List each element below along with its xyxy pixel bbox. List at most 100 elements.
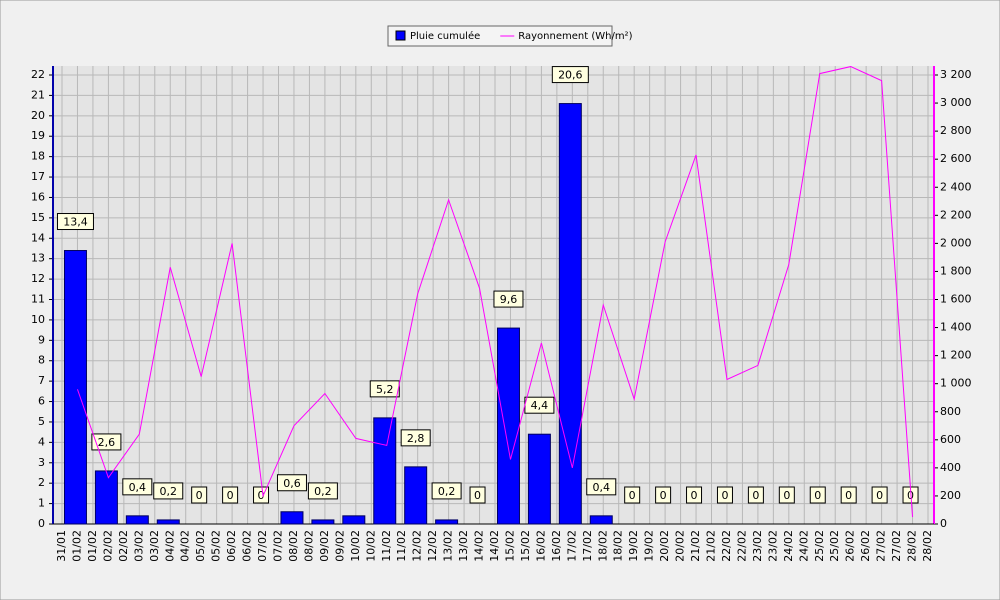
data-label: 0 bbox=[716, 486, 733, 504]
data-label: 0 bbox=[222, 486, 239, 504]
data-label: 0 bbox=[655, 486, 672, 504]
y-tick-label: 18 bbox=[31, 150, 45, 163]
data-label-text: 20,6 bbox=[558, 69, 583, 82]
x-tick-label: 23/02 bbox=[751, 530, 764, 562]
data-label-box bbox=[276, 474, 307, 492]
legend-label: Rayonnement (Wh/m²) bbox=[518, 31, 632, 42]
x-tick-label: 08/02 bbox=[302, 530, 315, 562]
bar bbox=[373, 417, 397, 525]
bar bbox=[496, 327, 520, 525]
data-label: 0 bbox=[809, 486, 826, 504]
x-tick-label: 17/02 bbox=[565, 530, 578, 562]
data-label: 0 bbox=[624, 486, 641, 504]
y-tick-label: 13 bbox=[31, 252, 45, 265]
data-label: 0,2 bbox=[153, 482, 184, 500]
x-tick-label: 01/02 bbox=[86, 530, 99, 562]
x-tick-label: 10/02 bbox=[349, 530, 362, 562]
y-tick-label: 14 bbox=[31, 231, 45, 244]
x-tick-label: 26/02 bbox=[844, 530, 857, 562]
y-tick-label: 15 bbox=[31, 211, 45, 224]
x-tick-label: 02/02 bbox=[117, 530, 130, 562]
data-label-text: 0 bbox=[845, 489, 852, 502]
x-tick-label: 06/02 bbox=[241, 530, 254, 562]
x-tick-label: 01/02 bbox=[70, 530, 83, 562]
x-tick-label: 11/02 bbox=[380, 530, 393, 562]
data-label-box bbox=[747, 486, 764, 504]
data-label-text: 0,6 bbox=[283, 477, 301, 490]
data-label-box bbox=[400, 429, 431, 447]
x-tick-label: 14/02 bbox=[488, 530, 501, 562]
x-tick-label: 19/02 bbox=[643, 530, 656, 562]
data-label-text: 4,4 bbox=[531, 399, 549, 412]
data-label: 0 bbox=[871, 486, 888, 504]
legend-swatch bbox=[395, 30, 406, 41]
x-tick-label: 28/02 bbox=[906, 530, 919, 562]
bar bbox=[435, 519, 459, 525]
data-label-box bbox=[840, 486, 857, 504]
x-tick-label: 21/02 bbox=[689, 530, 702, 562]
x-tick-label: 05/02 bbox=[194, 530, 207, 562]
data-label-box bbox=[307, 482, 338, 500]
x-tick-label: 24/02 bbox=[797, 530, 810, 562]
data-label-box bbox=[153, 482, 184, 500]
data-label: 0 bbox=[778, 486, 795, 504]
y2-tick-label: 1 400 bbox=[940, 321, 972, 334]
y2-tick-label: 200 bbox=[940, 489, 961, 502]
data-label-text: 5,2 bbox=[376, 383, 394, 396]
x-tick-label: 06/02 bbox=[225, 530, 238, 562]
x-tick-label: 05/02 bbox=[210, 530, 223, 562]
x-tick-label: 26/02 bbox=[859, 530, 872, 562]
data-label-text: 0 bbox=[227, 489, 234, 502]
data-label-box bbox=[624, 486, 641, 504]
data-label-text: 0,2 bbox=[438, 485, 456, 498]
x-tick-label: 15/02 bbox=[503, 530, 516, 562]
x-tick-label: 13/02 bbox=[442, 530, 455, 562]
x-tick-label: 02/02 bbox=[101, 530, 114, 562]
y2-tick-label: 0 bbox=[940, 517, 947, 530]
y2-tick-label: 3 200 bbox=[940, 68, 972, 81]
data-label: 0 bbox=[840, 486, 857, 504]
y2-tick-label: 400 bbox=[940, 461, 961, 474]
y-tick-label: 3 bbox=[38, 456, 45, 469]
data-label-text: 2,8 bbox=[407, 432, 425, 445]
bar bbox=[280, 511, 304, 525]
bar bbox=[94, 470, 118, 525]
data-label-text: 2,6 bbox=[98, 436, 116, 449]
data-label-text: 0 bbox=[258, 489, 265, 502]
bar bbox=[527, 433, 551, 525]
x-tick-label: 16/02 bbox=[550, 530, 563, 562]
x-tick-label: 11/02 bbox=[395, 530, 408, 562]
y-tick-label: 8 bbox=[38, 354, 45, 367]
data-label-text: 0 bbox=[783, 489, 790, 502]
y2-tick-label: 1 600 bbox=[940, 293, 972, 306]
bar bbox=[404, 466, 428, 525]
legend-box bbox=[387, 25, 613, 47]
line bbox=[76, 66, 914, 518]
bar bbox=[125, 515, 149, 525]
data-label: 5,2 bbox=[369, 380, 400, 398]
data-label: 9,6 bbox=[493, 290, 524, 308]
data-label-text: 0 bbox=[629, 489, 636, 502]
data-label-box bbox=[871, 486, 888, 504]
data-label: 2,6 bbox=[91, 433, 122, 451]
y-tick-label: 4 bbox=[38, 435, 45, 448]
x-tick-label: 04/02 bbox=[163, 530, 176, 562]
x-tick-label: 07/02 bbox=[256, 530, 269, 562]
data-label: 0,4 bbox=[586, 478, 617, 496]
x-tick-label: 15/02 bbox=[519, 530, 532, 562]
data-label-text: 0 bbox=[814, 489, 821, 502]
x-tick-label: 17/02 bbox=[581, 530, 594, 562]
y2-tick-label: 800 bbox=[940, 405, 961, 418]
x-tick-label: 13/02 bbox=[457, 530, 470, 562]
data-label: 13,4 bbox=[56, 213, 94, 231]
data-label: 4,4 bbox=[524, 396, 555, 414]
x-tick-label: 09/02 bbox=[333, 530, 346, 562]
data-label-box bbox=[655, 486, 672, 504]
x-tick-label: 12/02 bbox=[426, 530, 439, 562]
data-label-box bbox=[716, 486, 733, 504]
x-tick-label: 25/02 bbox=[828, 530, 841, 562]
legend-label: Pluie cumulée bbox=[410, 30, 480, 42]
data-label-text: 0,2 bbox=[314, 485, 332, 498]
y2-tick-label: 3 000 bbox=[940, 96, 972, 109]
data-label-box bbox=[809, 486, 826, 504]
